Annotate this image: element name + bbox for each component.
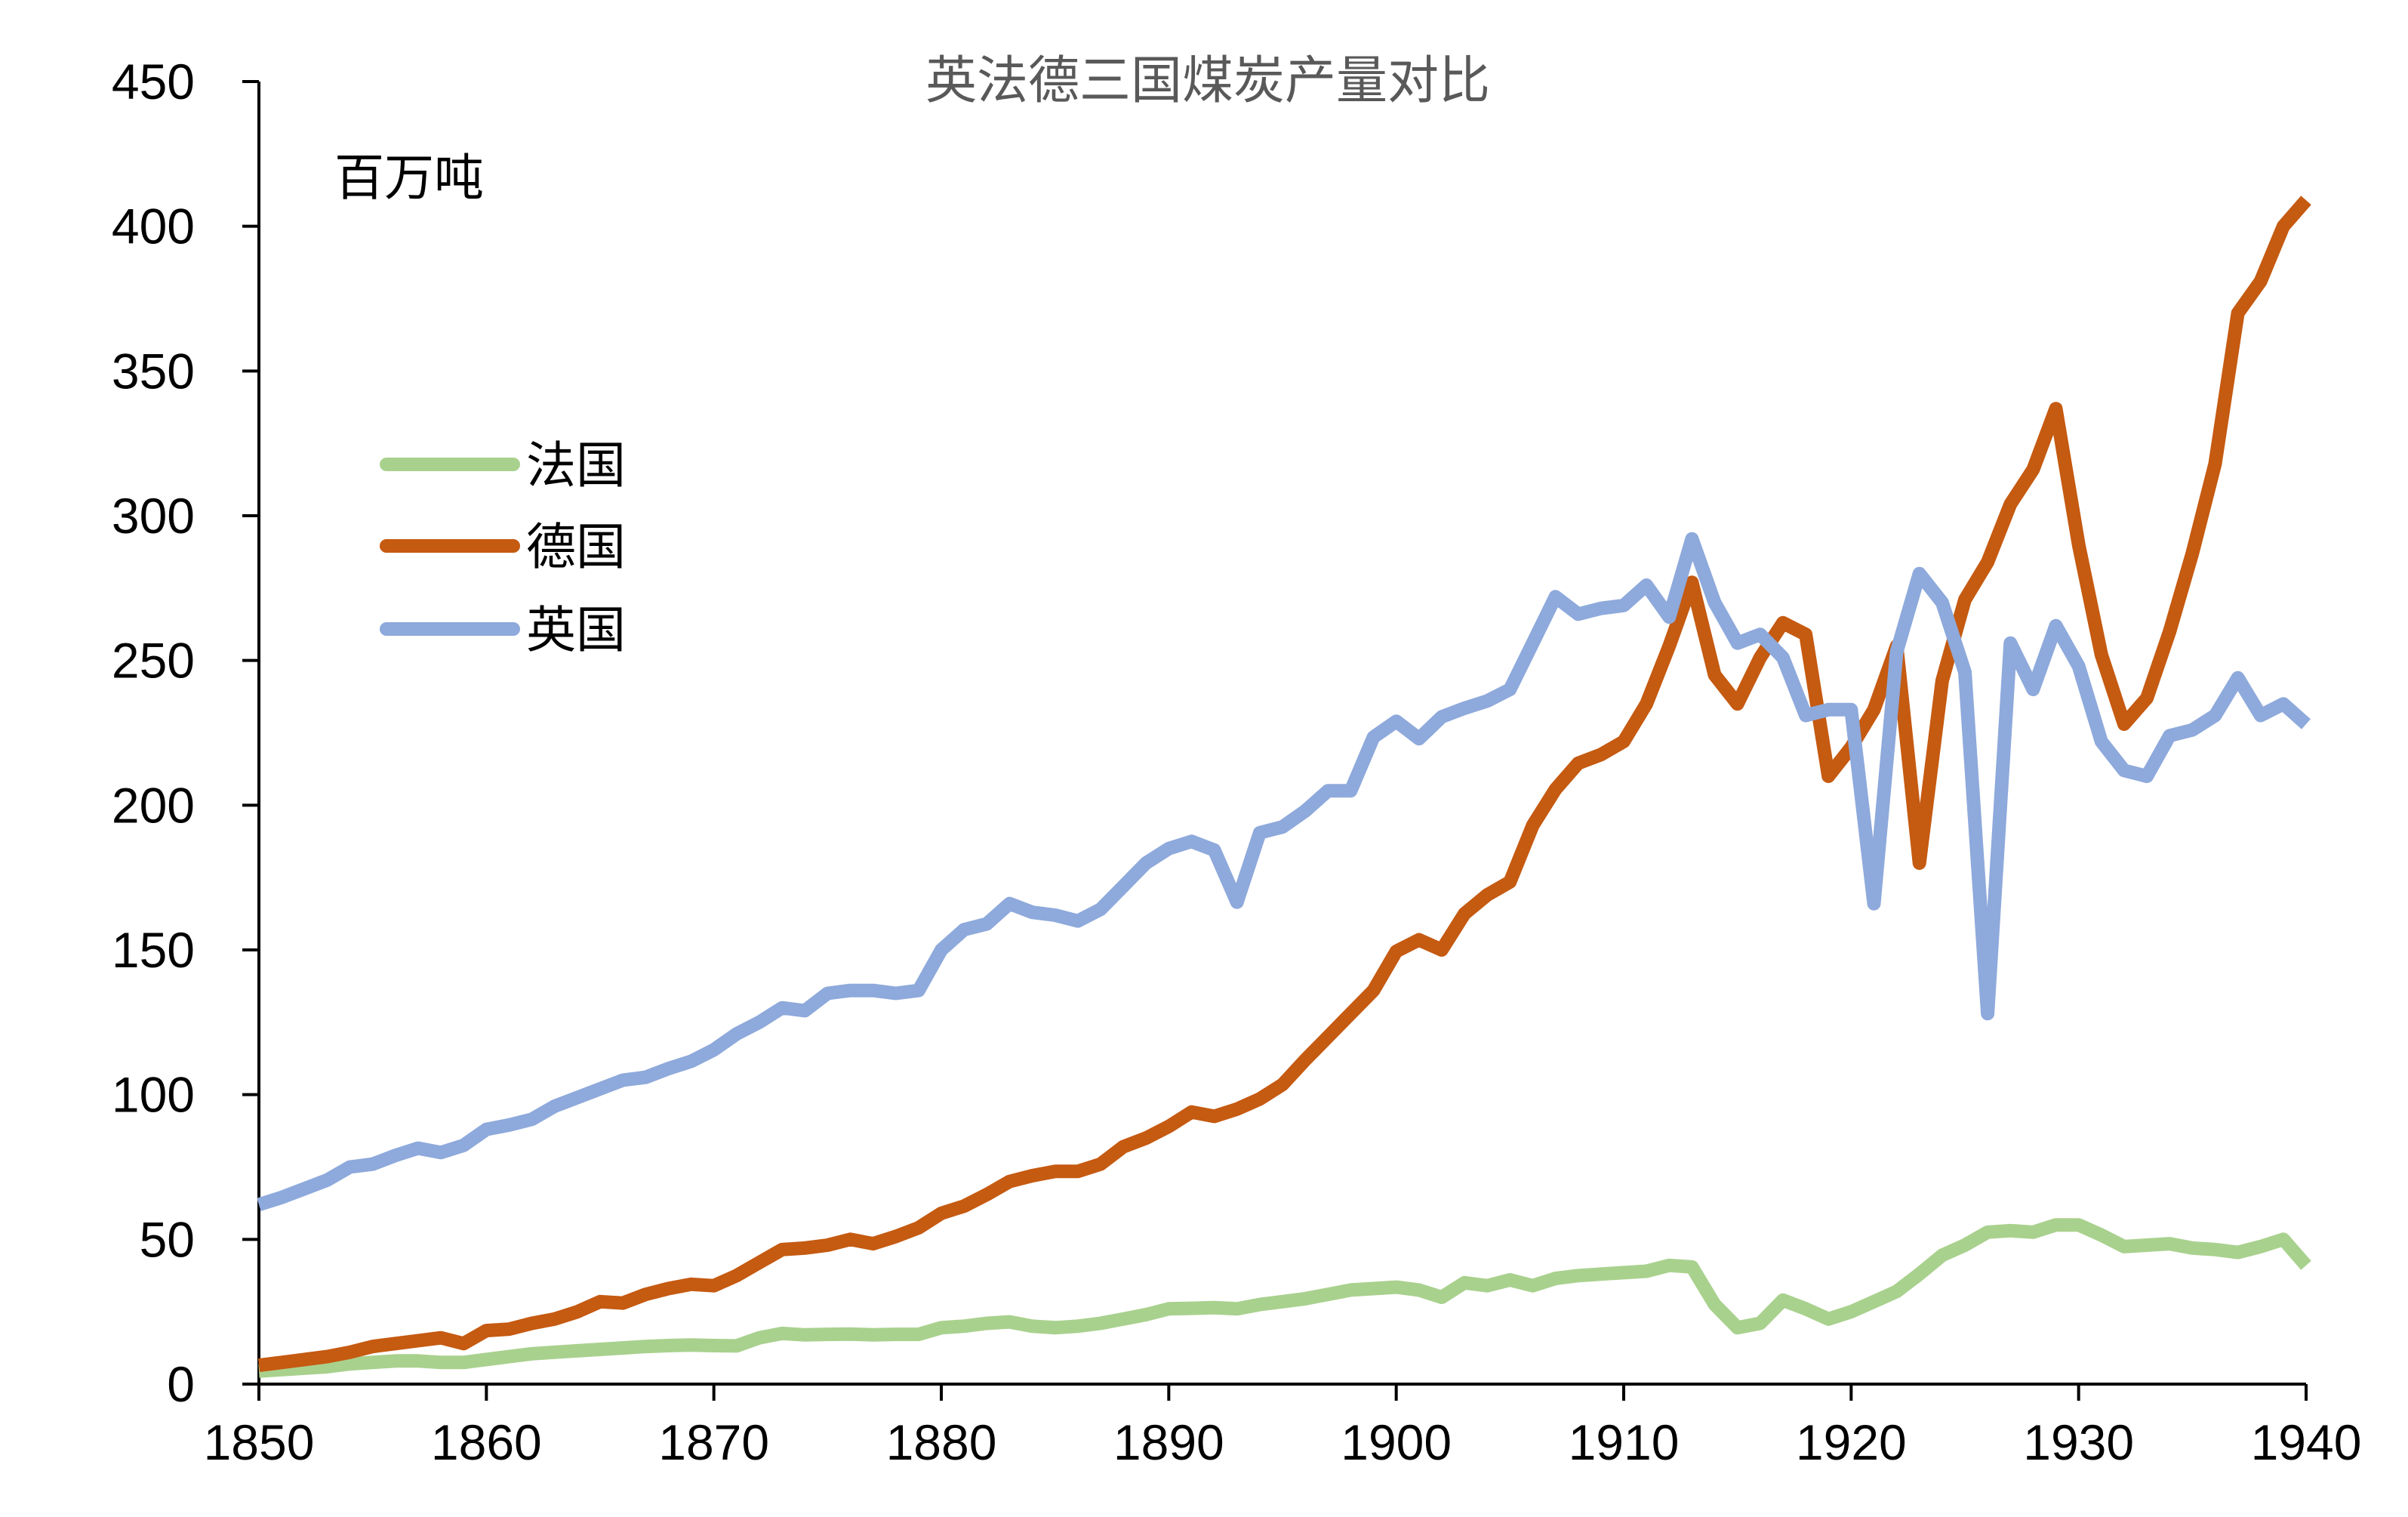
x-tick-label: 1930 <box>2023 1414 2134 1470</box>
y-axis-unit-label: 百万吨 <box>334 149 484 207</box>
series-line-0 <box>258 1218 2311 1378</box>
axes: 0 50 100 150 200 250 300 350 400 450 1850 1860 1870 1… <box>112 54 2362 1470</box>
y-tick-label: 200 <box>112 777 195 833</box>
x-tick-label: 1910 <box>1569 1414 1680 1470</box>
series-line-2 <box>257 532 2311 1211</box>
y-tick-label: 100 <box>112 1067 195 1123</box>
y-tick-label: 350 <box>112 343 195 399</box>
x-tick-label: 1940 <box>2251 1414 2362 1470</box>
x-tick-label: 1880 <box>886 1414 997 1470</box>
x-tick-label: 1860 <box>431 1414 542 1470</box>
x-tick-label: 1920 <box>1796 1414 1907 1470</box>
legend-label-2: 英国 <box>526 601 626 659</box>
y-tick-label: 250 <box>112 633 195 689</box>
y-tick-label: 450 <box>112 54 195 109</box>
chart-title: 英法德三国煤炭产量对比 <box>925 51 1490 111</box>
x-tick-label: 1890 <box>1113 1414 1224 1470</box>
series-lines <box>257 196 2311 1378</box>
y-tick-label: 150 <box>112 922 195 978</box>
y-tick-label: 300 <box>112 488 195 544</box>
y-tick-label: 50 <box>140 1211 195 1267</box>
x-tick-label: 1870 <box>658 1414 769 1470</box>
legend-label-0: 法国 <box>526 436 626 495</box>
legend-label-1: 德国 <box>526 518 626 576</box>
x-tick-label: 1900 <box>1341 1414 1452 1470</box>
y-tick-label: 400 <box>112 199 195 254</box>
x-tick-label: 1850 <box>204 1414 315 1470</box>
series-line-1 <box>257 196 2311 1373</box>
y-tick-label: 0 <box>167 1356 195 1412</box>
